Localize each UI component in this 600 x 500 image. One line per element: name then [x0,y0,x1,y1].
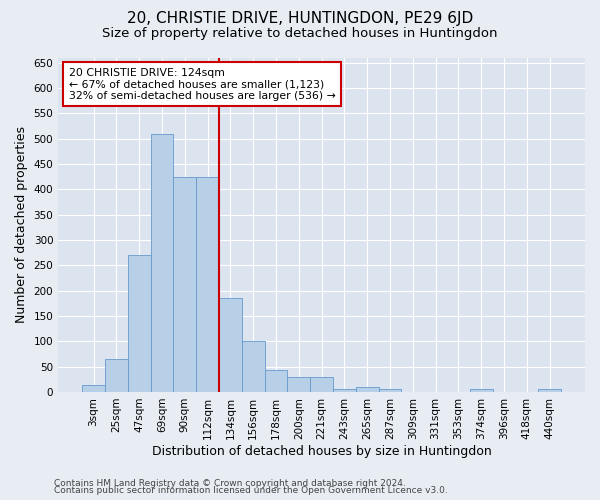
Bar [538,390,561,392]
Bar [379,390,401,392]
Text: 20, CHRISTIE DRIVE, HUNTINGDON, PE29 6JD: 20, CHRISTIE DRIVE, HUNTINGDON, PE29 6JD [127,12,473,26]
Bar [310,377,333,392]
Bar [287,377,310,392]
Text: 20 CHRISTIE DRIVE: 124sqm
← 67% of detached houses are smaller (1,123)
32% of se: 20 CHRISTIE DRIVE: 124sqm ← 67% of detac… [69,68,335,100]
Bar [356,387,379,392]
Y-axis label: Number of detached properties: Number of detached properties [15,126,28,323]
Bar [196,176,219,392]
Bar [333,390,356,392]
Bar [173,176,196,392]
Bar [105,359,128,392]
Bar [151,134,173,392]
Bar [470,390,493,392]
Bar [82,386,105,392]
Bar [242,342,265,392]
Bar [128,255,151,392]
X-axis label: Distribution of detached houses by size in Huntingdon: Distribution of detached houses by size … [152,444,491,458]
Bar [219,298,242,392]
Text: Size of property relative to detached houses in Huntingdon: Size of property relative to detached ho… [102,28,498,40]
Text: Contains HM Land Registry data © Crown copyright and database right 2024.: Contains HM Land Registry data © Crown c… [54,478,406,488]
Text: Contains public sector information licensed under the Open Government Licence v3: Contains public sector information licen… [54,486,448,495]
Bar [265,370,287,392]
